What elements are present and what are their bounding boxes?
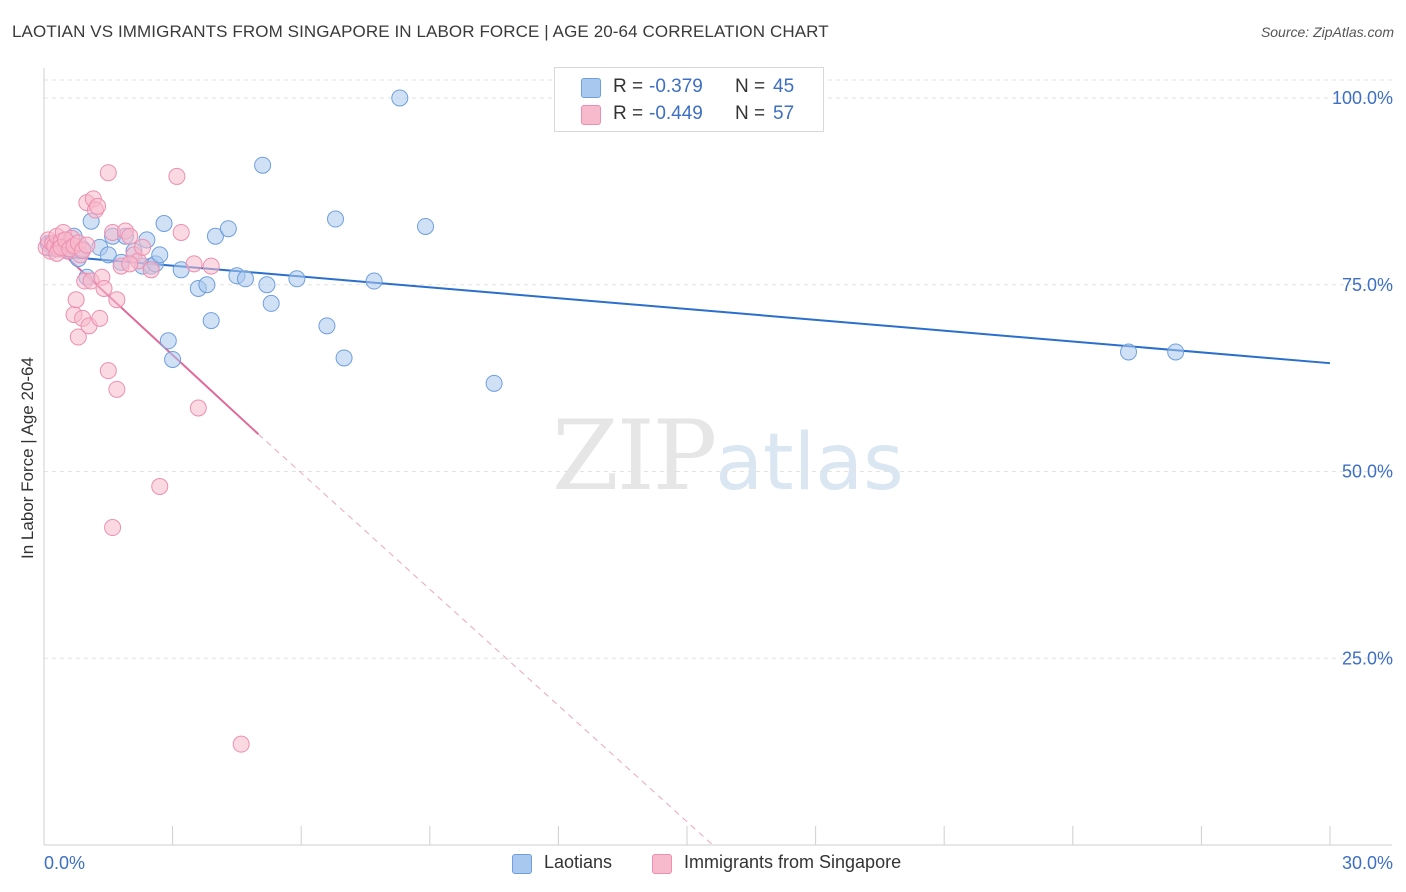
singapore-point [78,236,96,254]
singapore-trend-extension [257,433,714,846]
singapore-point [91,309,109,327]
y-tick-label: 50.0% [1342,462,1393,482]
singapore-point [108,380,126,398]
laotians-point [99,246,117,264]
singapore-point [185,255,203,273]
tick-label-layer: 100.0% 75.0% 50.0% 25.0% 0.0% 30.0% [44,88,1393,873]
laotians-point [219,220,237,238]
y-tick-label: 100.0% [1332,88,1393,108]
bottom-legend-swatch-laotians [512,854,532,874]
legend-n-label: N = [735,76,766,97]
grid-layer [44,79,1392,659]
legend-r-value: -0.379 [649,76,703,97]
chart-title: LAOTIAN VS IMMIGRANTS FROM SINGAPORE IN … [12,22,829,41]
y-axis-title: In Labor Force | Age 20-64 [18,357,37,559]
y-tick-label: 75.0% [1342,275,1393,295]
legend-r-label: R = [613,76,644,97]
laotians-point [151,246,169,264]
legend-n-value: 45 [773,76,795,97]
laotians-point [1120,343,1138,361]
stats-legend: R = -0.379 N = 45 R = -0.449 N = 57 [554,67,824,132]
singapore-point [104,519,122,537]
laotians-point [326,210,344,228]
laotians-point [254,156,272,174]
laotians-point [391,89,409,107]
laotians-point [236,270,254,288]
y-tick-label: 25.0% [1342,648,1393,668]
singapore-point [108,291,126,309]
singapore-point [121,255,139,273]
bottom-legend-label: Immigrants from Singapore [684,852,902,872]
legend-swatch-laotians [581,78,601,98]
singapore-point [89,197,107,215]
watermark-zip: ZIP [552,400,717,512]
laotians-point [335,349,353,367]
bottom-legend-label: Laotians [544,852,613,872]
laotians-point [198,276,216,294]
laotians-point [1167,343,1185,361]
singapore-point [67,291,85,309]
laotians-point [258,276,276,294]
laotians-point [262,294,280,312]
singapore-point [151,477,169,495]
singapore-point [189,399,207,417]
singapore-point [134,238,152,256]
laotians-point [318,317,336,335]
singapore-point [202,257,220,275]
singapore-point [121,227,139,245]
singapore-trend-line [43,235,260,435]
singapore-point [172,223,190,241]
laotians-point [164,350,182,368]
singapore-point [99,362,117,380]
laotians-trend-line [43,253,1331,365]
singapore-point [99,164,117,182]
singapore-point [69,328,87,346]
source-label: Source: ZipAtlas.com [1260,24,1394,40]
laotians-point [485,374,503,392]
singapore-point [168,167,186,185]
legend-swatch-singapore [581,105,601,125]
points-layer [37,89,1185,753]
legend-r-value: -0.449 [649,103,703,124]
singapore-point [142,261,160,279]
legend-r-label: R = [613,103,644,124]
axis-layer [43,68,1392,846]
laotians-point [202,312,220,330]
legend-n-label: N = [735,103,766,124]
legend-row-singapore: R = -0.449 N = 57 [555,101,823,127]
singapore-point [232,735,250,753]
legend-n-value: 57 [773,103,795,124]
singapore-point [95,279,113,297]
watermark-atlas: atlas [715,418,904,508]
laotians-point [159,332,177,350]
legend-row-laotians: R = -0.379 N = 45 [555,74,823,100]
trend-layer [43,235,1331,846]
x-tick-label: 30.0% [1342,853,1393,873]
laotians-point [206,227,224,245]
x-tick-label: 0.0% [44,853,85,873]
laotians-point [365,272,383,290]
watermark: ZIPatlas [552,400,904,512]
laotians-point [155,214,173,232]
laotians-point [417,217,435,235]
laotians-point [288,270,306,288]
bottom-legend-swatch-singapore [652,854,672,874]
